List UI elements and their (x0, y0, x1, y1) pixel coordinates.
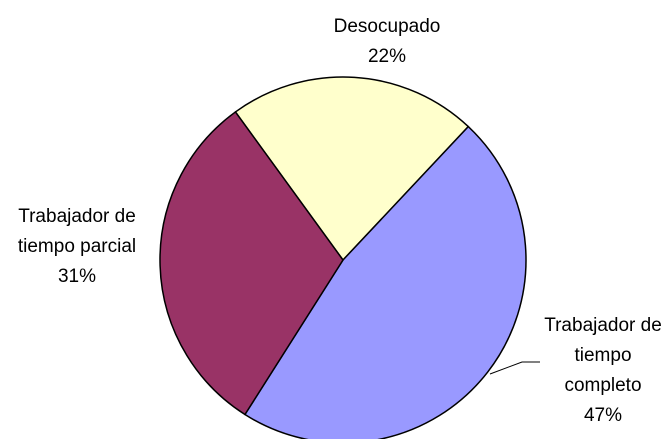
slice-label: Trabajador de tiempo parcial 31% (9, 202, 145, 292)
value-label: 47% (583, 405, 623, 426)
value-label: 31% (57, 266, 97, 287)
category-label: Trabajador de tiempo parcial (17, 206, 137, 257)
leader-line (489, 361, 540, 375)
value-label: 22% (367, 46, 407, 67)
slice-label: Desocupado 22% (297, 12, 477, 72)
pie-slice (234, 76, 470, 262)
category-label: Desocupado (333, 16, 441, 37)
pie-slice (159, 110, 344, 416)
category-label: Trabajador de tiempo completo (544, 315, 662, 396)
slice-label: Trabajador de tiempo completo 47% (535, 311, 671, 431)
pie-slice (243, 125, 527, 439)
